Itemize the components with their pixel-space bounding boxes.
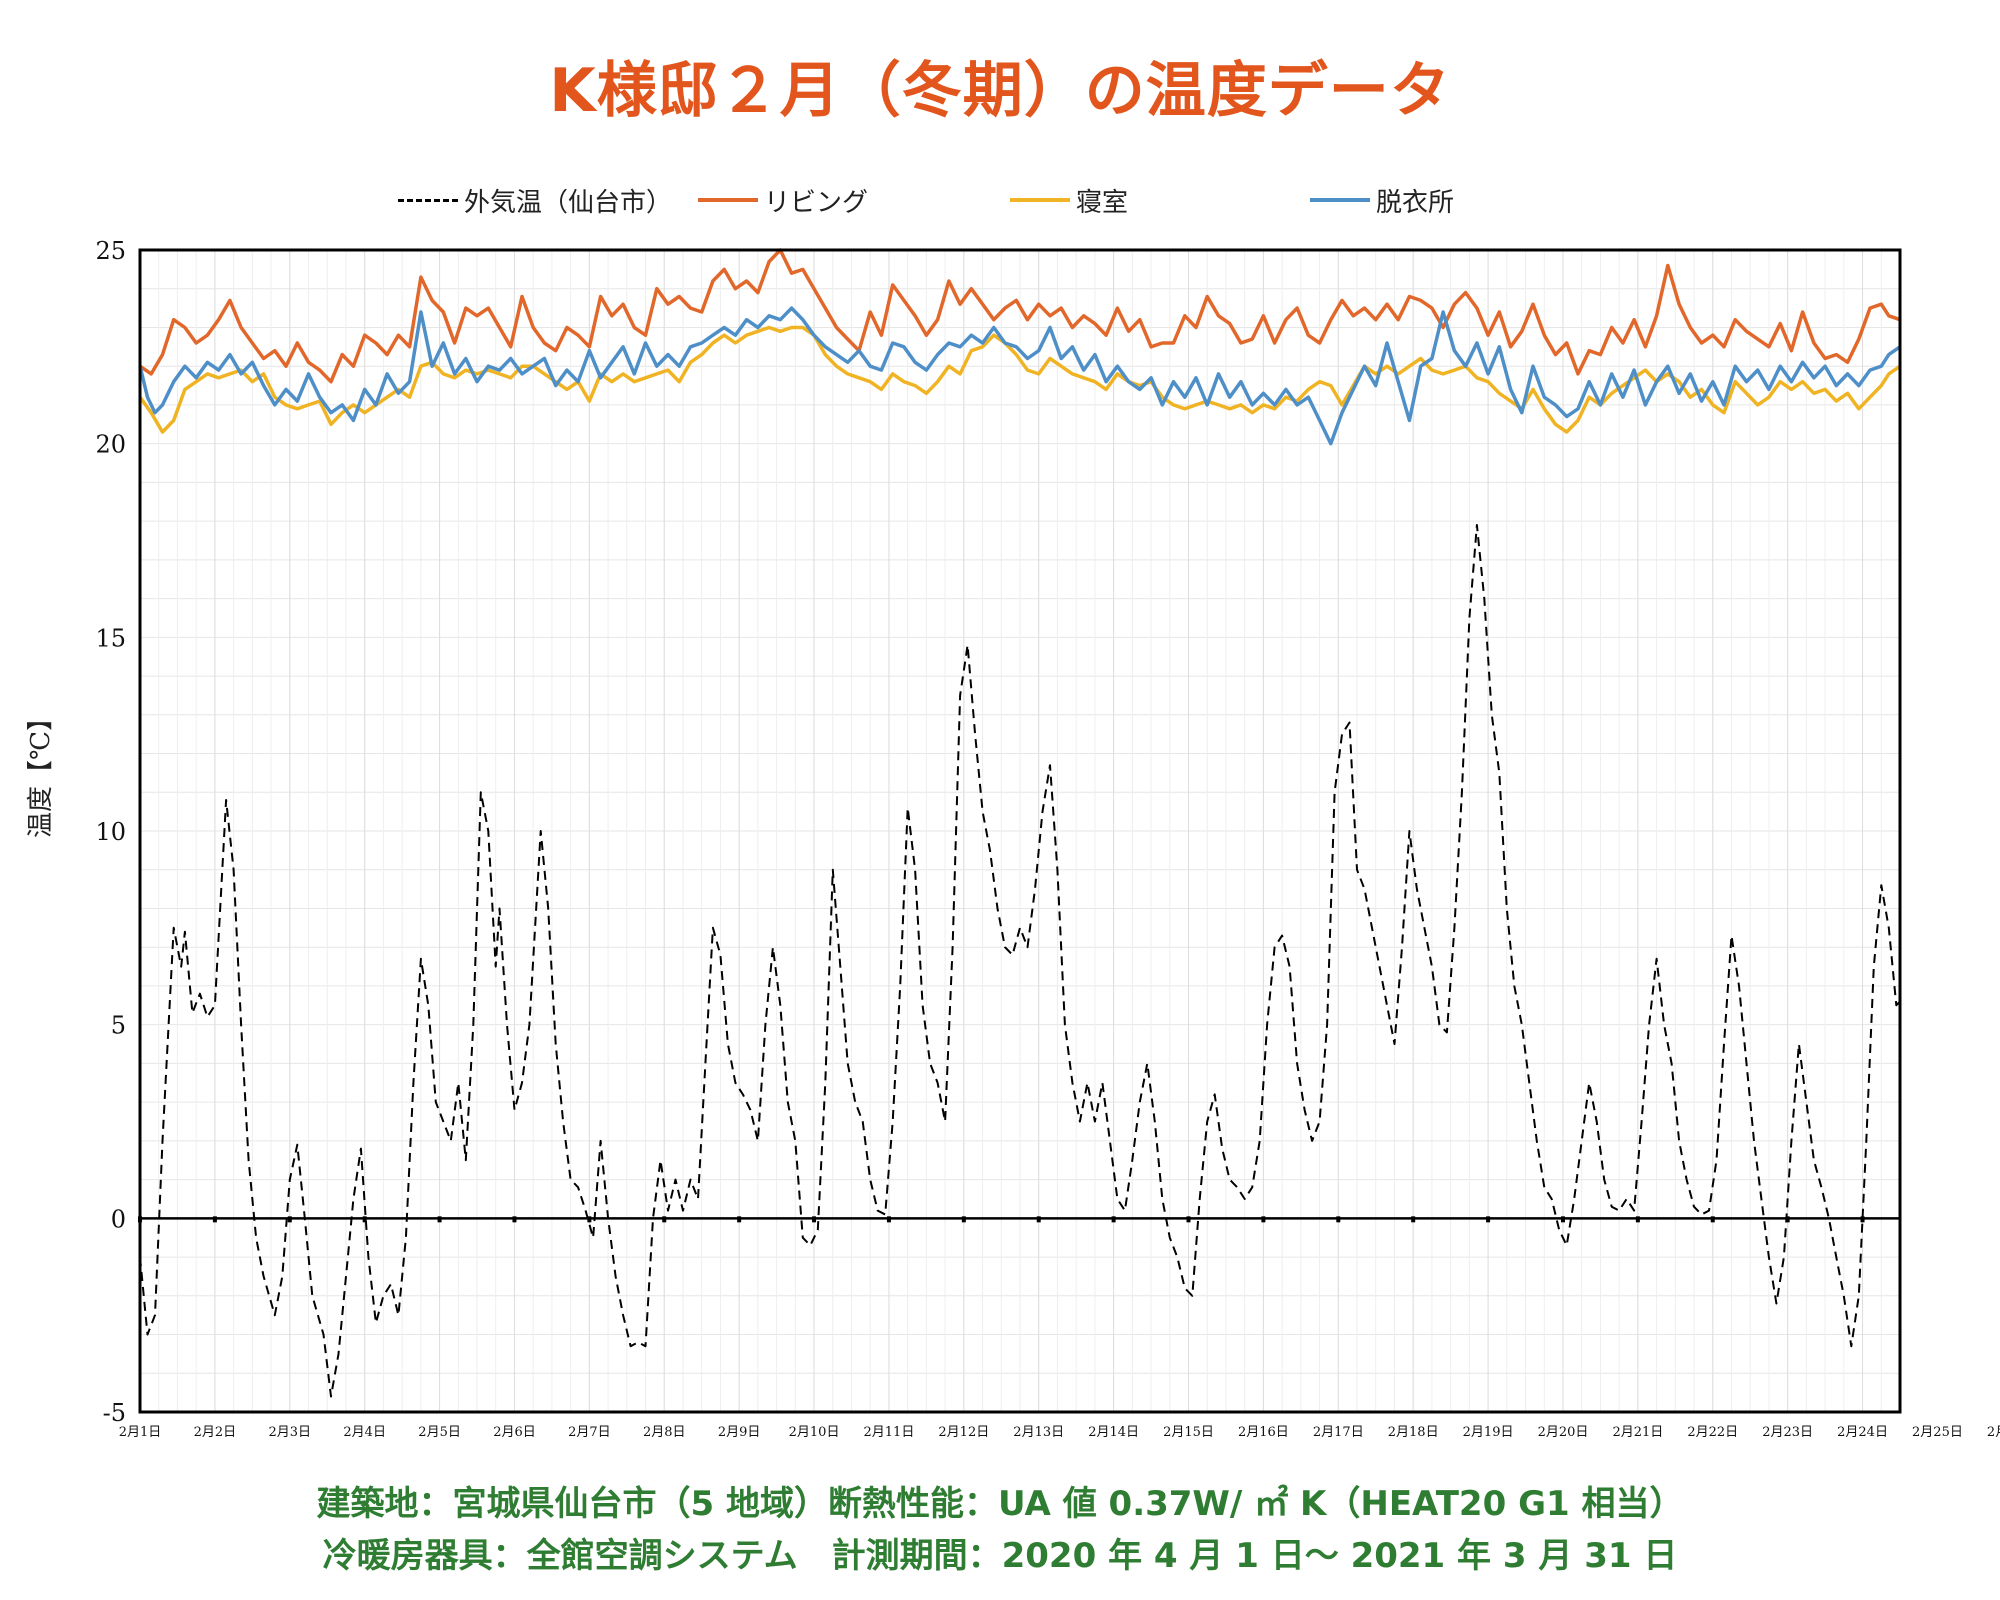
x-tick-label: 2月15日	[1163, 1425, 1214, 1440]
x-tick-label: 2月8日	[643, 1425, 686, 1440]
x-tick-label: 2月1日	[119, 1425, 162, 1440]
x-tick-label: 2月14日	[1088, 1425, 1139, 1440]
x-tick-label: 2月18日	[1388, 1425, 1439, 1440]
x-tick-label: 2月24日	[1837, 1425, 1888, 1440]
legend-swatch-bedroom	[1010, 198, 1070, 202]
y-tick-label: 15	[95, 624, 126, 652]
legend-label-dressing: 脱衣所	[1376, 187, 1455, 218]
zero-line-tick	[1710, 1216, 1715, 1223]
chart-title: K様邸２月（冬期）の温度データ	[549, 56, 1451, 126]
zero-line-tick	[1635, 1216, 1640, 1223]
zero-line-tick	[1186, 1216, 1191, 1223]
zero-line-tick	[212, 1216, 217, 1223]
zero-line-tick	[1785, 1216, 1790, 1223]
x-tick-label: 2月20日	[1538, 1425, 1589, 1440]
x-tick-label: 2月10日	[789, 1425, 840, 1440]
footer: 建築地：宮城県仙台市（5 地域）断熱性能：UA 値 0.37W/ ㎡ K（HEA…	[0, 1478, 2000, 1582]
zero-line-tick	[1486, 1216, 1491, 1223]
zero-line-tick	[886, 1216, 891, 1223]
zero-line-tick	[812, 1216, 817, 1223]
x-tick-label: 2月22日	[1687, 1425, 1738, 1440]
x-tick-label: 2月3日	[269, 1425, 312, 1440]
zero-line-tick	[362, 1216, 367, 1223]
x-tick-label: 2月17日	[1313, 1425, 1364, 1440]
x-tick-label: 2月16日	[1238, 1425, 1289, 1440]
legend: 外気温（仙台市） リビング 寝室 脱衣所	[0, 180, 2000, 220]
plot-border	[138, 248, 1902, 1414]
zero-line-tick	[737, 1216, 742, 1223]
y-tick-label: 10	[95, 818, 126, 846]
zero-line-tick	[662, 1216, 667, 1223]
zero-line-tick	[287, 1216, 292, 1223]
zero-line-tick	[587, 1216, 592, 1223]
x-tick-label: 2月12日	[938, 1425, 989, 1440]
x-tick-label: 2月6日	[493, 1425, 536, 1440]
legend-label-outdoor: 外気温（仙台市）	[464, 187, 673, 218]
legend-label-living: リビング	[764, 187, 869, 218]
y-tick-label: 20	[95, 431, 126, 459]
legend-label-bedroom: 寝室	[1076, 187, 1129, 218]
x-tick-label: 2月25日	[1912, 1425, 1963, 1440]
zero-line-tick	[1560, 1216, 1565, 1223]
legend-swatch-living	[698, 198, 758, 202]
x-tick-label: 2月5日	[418, 1425, 461, 1440]
legend-item-living: リビング	[698, 180, 868, 220]
y-axis-label: 温度【℃】	[26, 704, 56, 838]
series-line-living	[139, 248, 1901, 384]
x-tick-label: 2月4日	[343, 1425, 386, 1440]
zero-line-tick	[512, 1216, 517, 1223]
legend-swatch-outdoor	[398, 198, 458, 202]
y-tick-label: -5	[103, 1399, 126, 1427]
y-tick-label: 5	[111, 1012, 126, 1040]
zero-line-tick	[1336, 1216, 1341, 1223]
legend-item-dressing: 脱衣所	[1310, 180, 1454, 220]
series-line-outdoor	[139, 524, 1901, 1398]
y-tick-label: 25	[95, 237, 126, 265]
x-tick-label: 2月11日	[864, 1425, 915, 1440]
zero-line-tick	[437, 1216, 442, 1223]
x-tick-label: 2月21日	[1612, 1425, 1663, 1440]
x-tick-label: 2月13日	[1013, 1425, 1064, 1440]
zero-line-tick	[1111, 1216, 1116, 1223]
y-tick-label: 0	[111, 1205, 126, 1233]
legend-swatch-dressing	[1310, 198, 1370, 202]
zero-line-tick	[1036, 1216, 1041, 1223]
footer-line-2: 冷暖房器具：全館空調システム 計測期間：2020 年 4 月 1 日〜 2021…	[322, 1536, 1678, 1576]
x-tick-label: 2月2日	[194, 1425, 237, 1440]
zero-line-tick	[1411, 1216, 1416, 1223]
x-tick-label: 2月23日	[1762, 1425, 1813, 1440]
zero-line-tick	[1261, 1216, 1266, 1223]
x-tick-label: 2月7日	[568, 1425, 611, 1440]
legend-item-outdoor: 外気温（仙台市）	[398, 180, 672, 220]
series-line-dressing	[138, 306, 1902, 446]
zero-line-tick	[1860, 1216, 1865, 1223]
x-tick-label: 2月19日	[1463, 1425, 1514, 1440]
x-tick-label: 2月26日	[1987, 1425, 2000, 1440]
legend-item-bedroom: 寝室	[1010, 180, 1128, 220]
zero-line-tick	[961, 1216, 966, 1223]
footer-line-1: 建築地：宮城県仙台市（5 地域）断熱性能：UA 値 0.37W/ ㎡ K（HEA…	[316, 1484, 1684, 1524]
x-tick-label: 2月9日	[718, 1425, 761, 1440]
